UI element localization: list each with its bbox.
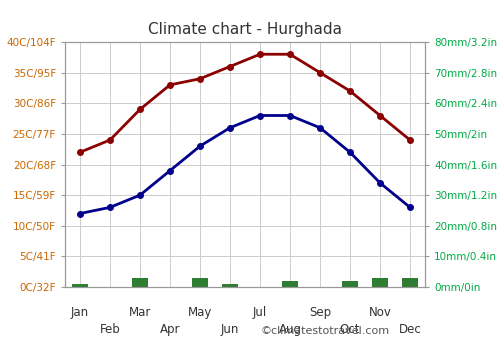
Text: ©climatestotravel.com: ©climatestotravel.com — [260, 326, 389, 336]
Text: Dec: Dec — [398, 323, 421, 336]
Text: Mar: Mar — [129, 307, 151, 320]
Text: Feb: Feb — [100, 323, 120, 336]
Text: Jul: Jul — [253, 307, 267, 320]
Bar — [72, 284, 88, 287]
Text: Oct: Oct — [340, 323, 360, 336]
Text: Nov: Nov — [368, 307, 392, 320]
Text: May: May — [188, 307, 212, 320]
Title: Climate chart - Hurghada: Climate chart - Hurghada — [148, 22, 342, 37]
Text: Jun: Jun — [221, 323, 239, 336]
Text: Aug: Aug — [278, 323, 301, 336]
Bar — [132, 278, 148, 287]
Bar — [192, 278, 208, 287]
Bar — [342, 281, 358, 287]
Bar — [282, 281, 298, 287]
Text: Apr: Apr — [160, 323, 180, 336]
Text: Jan: Jan — [71, 307, 89, 320]
Bar — [222, 284, 238, 287]
Text: Sep: Sep — [309, 307, 331, 320]
Bar — [372, 278, 388, 287]
Bar — [402, 278, 418, 287]
